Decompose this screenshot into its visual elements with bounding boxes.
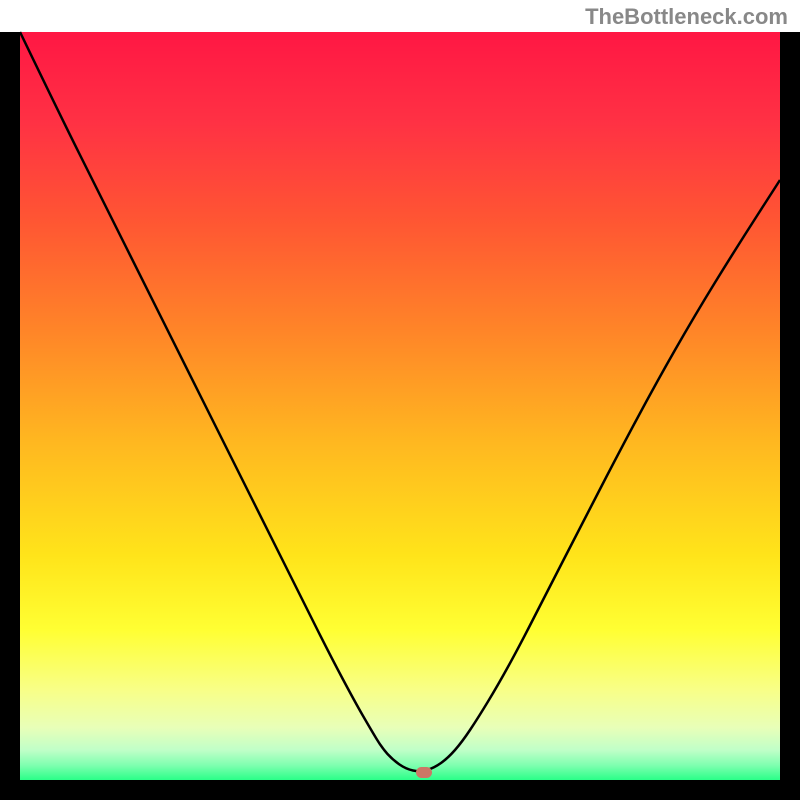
minimum-marker xyxy=(416,767,432,778)
chart-container: TheBottleneck.com xyxy=(0,0,800,800)
bottleneck-curve xyxy=(0,0,800,800)
watermark-text: TheBottleneck.com xyxy=(585,4,788,30)
